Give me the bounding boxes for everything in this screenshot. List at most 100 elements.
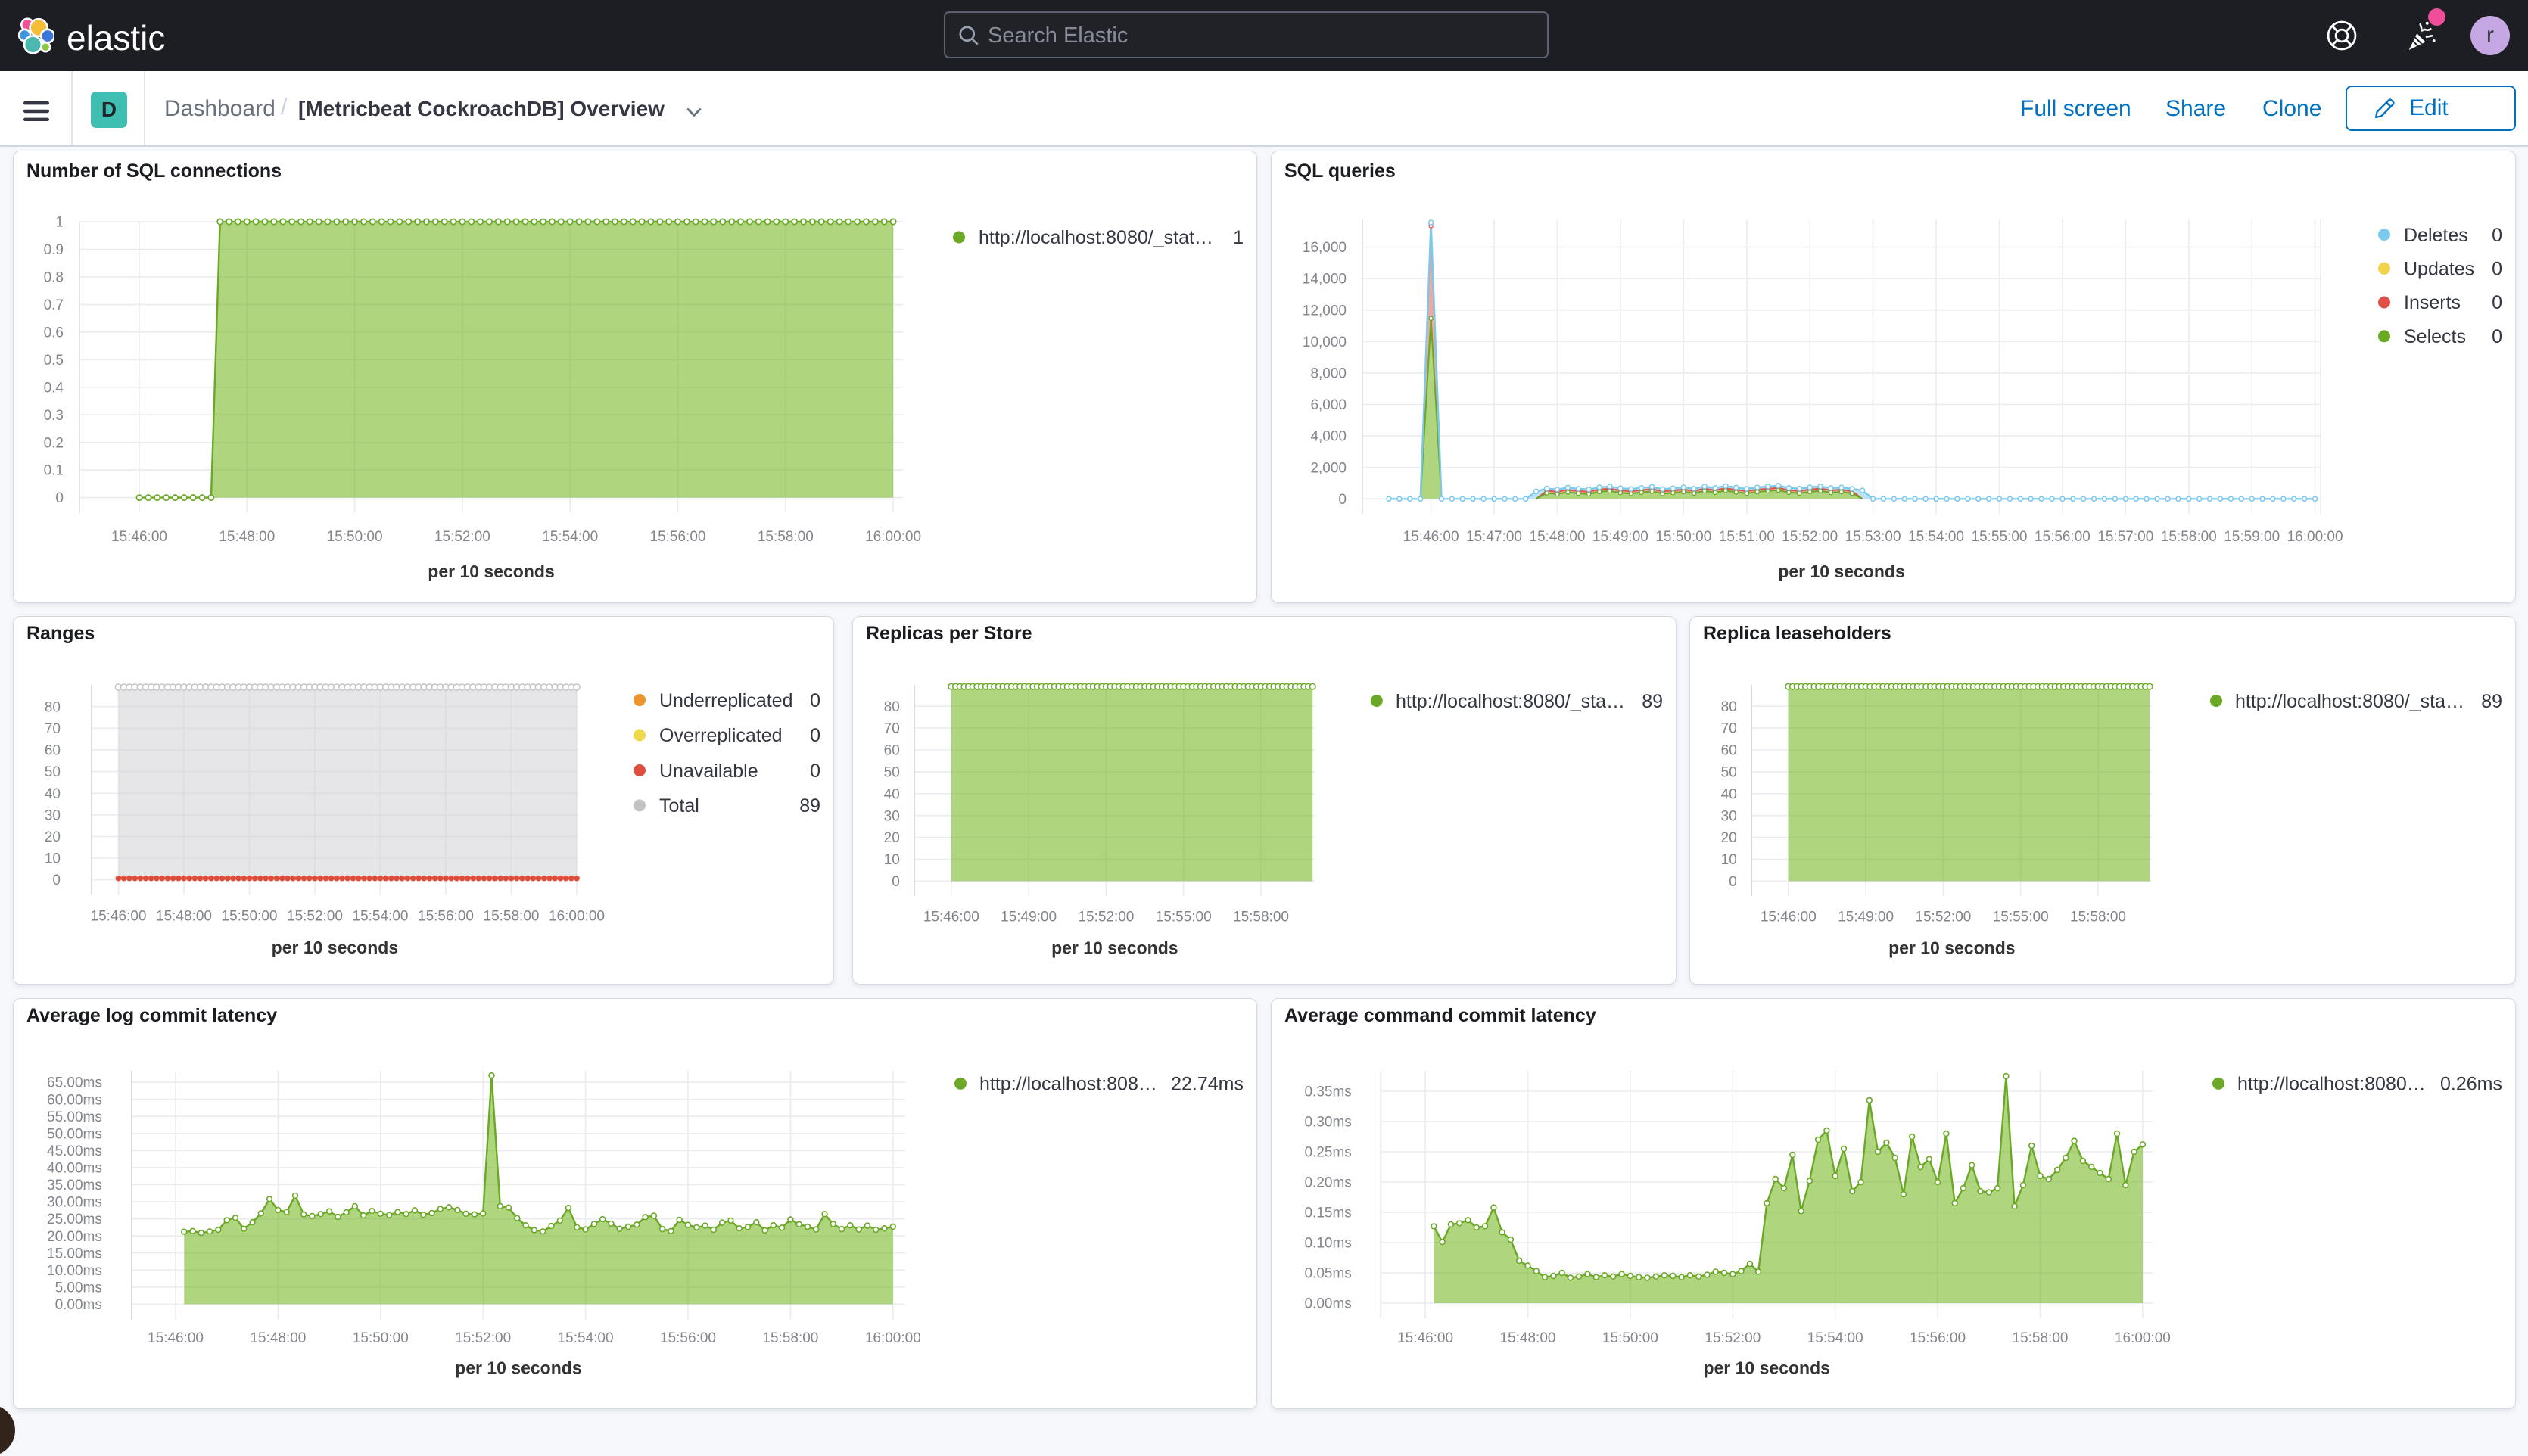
svg-text:0: 0 [810,761,820,782]
svg-text:15:50:00: 15:50:00 [353,1330,409,1346]
svg-text:16:00:00: 16:00:00 [2115,1330,2171,1346]
svg-text:Replicas per Store: Replicas per Store [866,623,1032,644]
svg-text:Updates: Updates [2404,259,2474,280]
svg-text:15:56:00: 15:56:00 [2035,529,2091,545]
svg-text:per 10 seconds: per 10 seconds [1888,938,2015,958]
svg-text:15:57:00: 15:57:00 [2097,529,2153,545]
svg-text:0: 0 [2492,292,2502,313]
svg-text:http://localhost:808…: http://localhost:808… [979,1074,1157,1095]
svg-text:70: 70 [884,721,900,737]
svg-text:15:46:00: 15:46:00 [111,529,167,545]
svg-text:http://localhost:8080/_stat…: http://localhost:8080/_stat… [979,227,1213,248]
svg-text:per 10 seconds: per 10 seconds [272,938,398,957]
svg-text:50: 50 [884,765,900,781]
svg-text:16:00:00: 16:00:00 [865,529,921,545]
svg-text:15:59:00: 15:59:00 [2224,529,2280,545]
svg-text:35.00ms: 35.00ms [47,1178,102,1193]
svg-text:70: 70 [45,721,61,737]
svg-text:15:54:00: 15:54:00 [1807,1330,1863,1346]
svg-text:89: 89 [1642,691,1663,712]
svg-text:Underreplicated: Underreplicated [659,690,793,711]
svg-text:2,000: 2,000 [1310,460,1347,476]
svg-text:http://localhost:8080/_sta…: http://localhost:8080/_sta… [2235,691,2464,712]
svg-text:0: 0 [810,725,820,746]
svg-text:15:58:00: 15:58:00 [1233,909,1289,925]
svg-text:20: 20 [45,829,61,845]
svg-text:65.00ms: 65.00ms [47,1075,102,1091]
svg-text:15:49:00: 15:49:00 [1592,529,1648,545]
svg-text:60: 60 [45,743,61,759]
svg-text:30: 30 [884,808,900,824]
svg-text:SQL queries: SQL queries [1284,160,1396,182]
svg-text:20: 20 [1721,830,1737,846]
svg-text:15:55:00: 15:55:00 [1993,909,2049,925]
svg-text:15:54:00: 15:54:00 [353,909,409,925]
svg-text:16,000: 16,000 [1303,240,1347,256]
svg-text:per 10 seconds: per 10 seconds [1051,938,1178,958]
svg-text:0.26ms: 0.26ms [2440,1074,2502,1095]
svg-text:0.05ms: 0.05ms [1304,1266,1351,1282]
svg-text:22.74ms: 22.74ms [1171,1074,1244,1095]
svg-text:15:52:00: 15:52:00 [1782,529,1838,545]
svg-text:Total: Total [659,795,699,817]
svg-text:15:52:00: 15:52:00 [1915,909,1971,925]
svg-text:15:46:00: 15:46:00 [1403,529,1459,545]
svg-text:15:56:00: 15:56:00 [1910,1330,1966,1346]
svg-text:80: 80 [884,699,900,715]
svg-text:0.3: 0.3 [44,408,64,424]
svg-text:50: 50 [45,764,61,780]
svg-text:15:55:00: 15:55:00 [1972,529,2028,545]
svg-text:80: 80 [45,699,61,715]
svg-text:55.00ms: 55.00ms [47,1109,102,1125]
svg-text:30.00ms: 30.00ms [47,1195,102,1211]
svg-text:15:50:00: 15:50:00 [222,909,278,925]
svg-text:0: 0 [2492,326,2502,347]
svg-text:0.35ms: 0.35ms [1304,1084,1351,1100]
svg-text:Number of SQL connections: Number of SQL connections [26,160,282,182]
svg-text:16:00:00: 16:00:00 [549,909,605,925]
svg-text:60: 60 [884,743,900,759]
svg-text:Inserts: Inserts [2404,292,2461,313]
svg-text:30: 30 [45,807,61,823]
svg-text:0: 0 [1338,492,1347,508]
svg-text:30: 30 [1721,808,1737,824]
svg-text:per 10 seconds: per 10 seconds [455,1358,581,1378]
svg-text:0: 0 [810,690,820,711]
svg-text:15:52:00: 15:52:00 [455,1330,511,1346]
svg-text:50: 50 [1721,765,1737,781]
svg-text:12,000: 12,000 [1303,303,1347,319]
svg-text:15:48:00: 15:48:00 [156,909,212,925]
svg-text:per 10 seconds: per 10 seconds [1703,1358,1829,1378]
svg-text:15:49:00: 15:49:00 [1001,909,1057,925]
svg-text:89: 89 [2481,691,2502,712]
svg-text:0.5: 0.5 [44,353,64,369]
svg-text:0: 0 [2492,225,2502,246]
svg-text:15:52:00: 15:52:00 [434,529,490,545]
svg-text:0.2: 0.2 [44,435,64,451]
svg-text:http://localhost:8080/_sta…: http://localhost:8080/_sta… [1396,691,1625,712]
svg-text:80: 80 [1721,699,1737,715]
svg-text:10,000: 10,000 [1303,334,1347,350]
svg-text:15:58:00: 15:58:00 [758,529,814,545]
svg-text:0.6: 0.6 [44,325,64,341]
svg-text:1: 1 [1233,227,1244,248]
svg-text:4,000: 4,000 [1310,429,1347,445]
svg-text:15:58:00: 15:58:00 [484,909,540,925]
svg-text:0.7: 0.7 [44,297,64,313]
svg-text:Overreplicated: Overreplicated [659,725,783,746]
svg-text:40: 40 [45,786,61,802]
svg-text:Selects: Selects [2404,326,2466,347]
svg-text:15:54:00: 15:54:00 [542,529,598,545]
svg-text:15:55:00: 15:55:00 [1156,909,1212,925]
svg-text:Average log commit latency: Average log commit latency [26,1005,277,1026]
svg-text:16:00:00: 16:00:00 [2287,529,2343,545]
svg-text:15:46:00: 15:46:00 [1397,1330,1453,1346]
svg-text:15:58:00: 15:58:00 [2161,529,2217,545]
svg-text:0.15ms: 0.15ms [1304,1206,1351,1221]
svg-text:15:50:00: 15:50:00 [327,529,383,545]
svg-text:70: 70 [1721,721,1737,737]
svg-text:0.00ms: 0.00ms [1304,1296,1351,1312]
svg-text:per 10 seconds: per 10 seconds [1778,562,1904,581]
svg-text:per 10 seconds: per 10 seconds [428,562,554,581]
svg-text:40: 40 [884,786,900,802]
